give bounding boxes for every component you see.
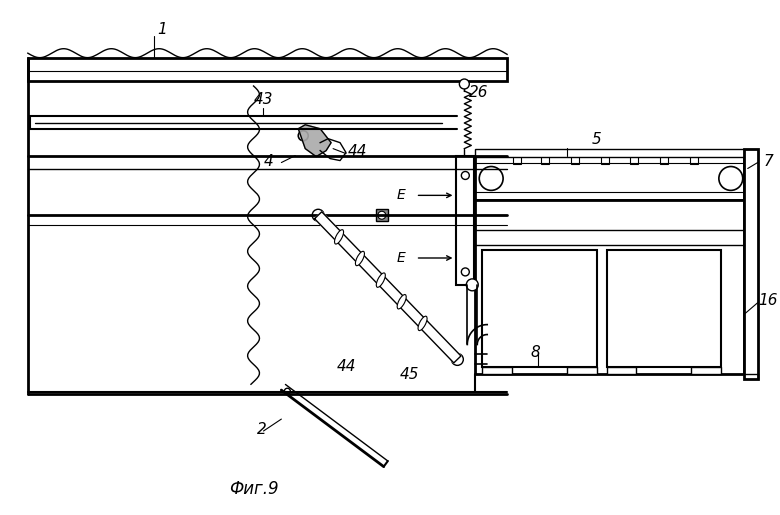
Ellipse shape (335, 230, 343, 244)
Text: 4: 4 (264, 153, 273, 168)
Text: 26: 26 (470, 85, 489, 100)
Ellipse shape (376, 273, 385, 287)
Bar (630, 156, 638, 164)
Circle shape (719, 166, 743, 191)
Bar (376, 209, 388, 221)
Bar (482, 367, 512, 374)
Bar (743, 149, 757, 380)
Circle shape (466, 279, 478, 291)
Text: 45: 45 (399, 367, 419, 382)
Text: 1: 1 (157, 22, 167, 37)
Circle shape (298, 131, 308, 141)
Bar (571, 156, 579, 164)
Bar (607, 250, 721, 367)
Bar (690, 156, 698, 164)
Bar (456, 156, 474, 285)
Bar (607, 367, 636, 374)
Bar (541, 156, 549, 164)
Circle shape (285, 388, 290, 394)
Text: E: E (397, 188, 406, 202)
Bar (691, 367, 721, 374)
Bar (513, 156, 521, 164)
Bar (28, 58, 507, 81)
Ellipse shape (397, 295, 406, 309)
Circle shape (452, 353, 463, 365)
Ellipse shape (356, 251, 364, 266)
Circle shape (312, 209, 324, 221)
Text: 44: 44 (336, 359, 356, 374)
Text: 5: 5 (592, 132, 601, 147)
Text: Фиг.9: Фиг.9 (229, 479, 278, 497)
Bar (475, 200, 743, 374)
Text: 16: 16 (759, 293, 778, 308)
Circle shape (479, 166, 503, 191)
Bar (475, 149, 743, 157)
Bar (567, 367, 597, 374)
Bar (482, 250, 597, 367)
Circle shape (459, 79, 470, 89)
Text: E: E (397, 251, 406, 265)
Text: 2: 2 (257, 422, 267, 437)
Circle shape (461, 171, 470, 179)
Circle shape (461, 268, 470, 276)
Bar (601, 156, 608, 164)
Polygon shape (298, 125, 331, 157)
Text: 43: 43 (254, 92, 273, 107)
Polygon shape (314, 212, 461, 363)
Ellipse shape (418, 316, 427, 331)
Bar (475, 156, 743, 200)
Circle shape (378, 211, 386, 219)
Text: 7: 7 (764, 153, 773, 168)
Bar (660, 156, 668, 164)
Text: 8: 8 (530, 346, 540, 360)
Text: 44: 44 (348, 144, 367, 159)
